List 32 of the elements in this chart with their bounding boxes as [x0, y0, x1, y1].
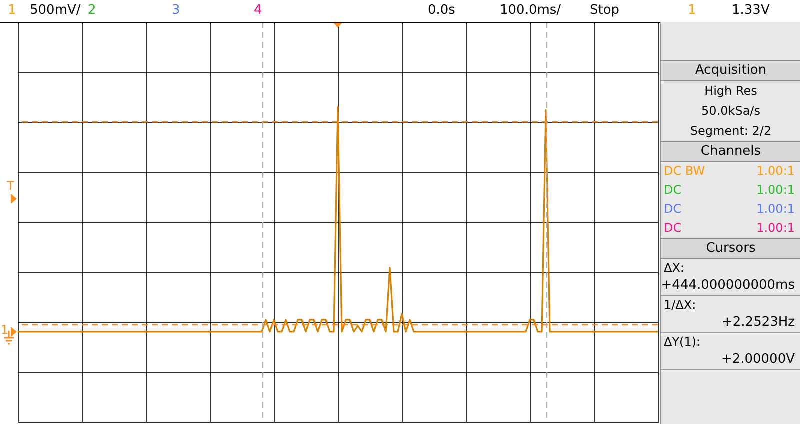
text: Stop [590, 3, 620, 18]
text: 1.33V [732, 3, 770, 18]
text: +2.00000V [661, 351, 800, 370]
text: DC [664, 220, 682, 237]
text: High Res [704, 83, 758, 100]
text: DC [664, 182, 682, 199]
text: +444.000000000ms [661, 277, 800, 296]
text: ΔY(1): [663, 334, 702, 351]
text: 1.00:1 [756, 163, 795, 180]
text: 1.00:1 [756, 182, 795, 199]
text: 1.00:1 [756, 201, 795, 218]
text: 3 [172, 3, 180, 18]
text: 50.0kSa/s [700, 103, 762, 120]
text: 1 [688, 3, 696, 18]
text: 1 [1, 322, 9, 337]
text: Segment: 2/2 [689, 123, 773, 140]
text: 0.0s [428, 3, 456, 18]
text: 1.00:1 [756, 220, 795, 237]
text: Channels [661, 141, 800, 162]
text: Acquisition [661, 60, 800, 81]
text: 4 [254, 3, 262, 18]
text: Cursors [661, 238, 800, 259]
text: 2 [88, 3, 96, 18]
text: ΔX: [663, 260, 686, 277]
text: DC [664, 201, 682, 218]
text: DC BW [664, 163, 706, 180]
text: +2.2523Hz [661, 314, 800, 333]
text: 1/ΔX: [663, 297, 698, 314]
text: T [7, 179, 14, 193]
text: 500mV/ [30, 3, 81, 18]
text: 100.0ms/ [500, 3, 562, 18]
text: 1 [8, 3, 16, 18]
